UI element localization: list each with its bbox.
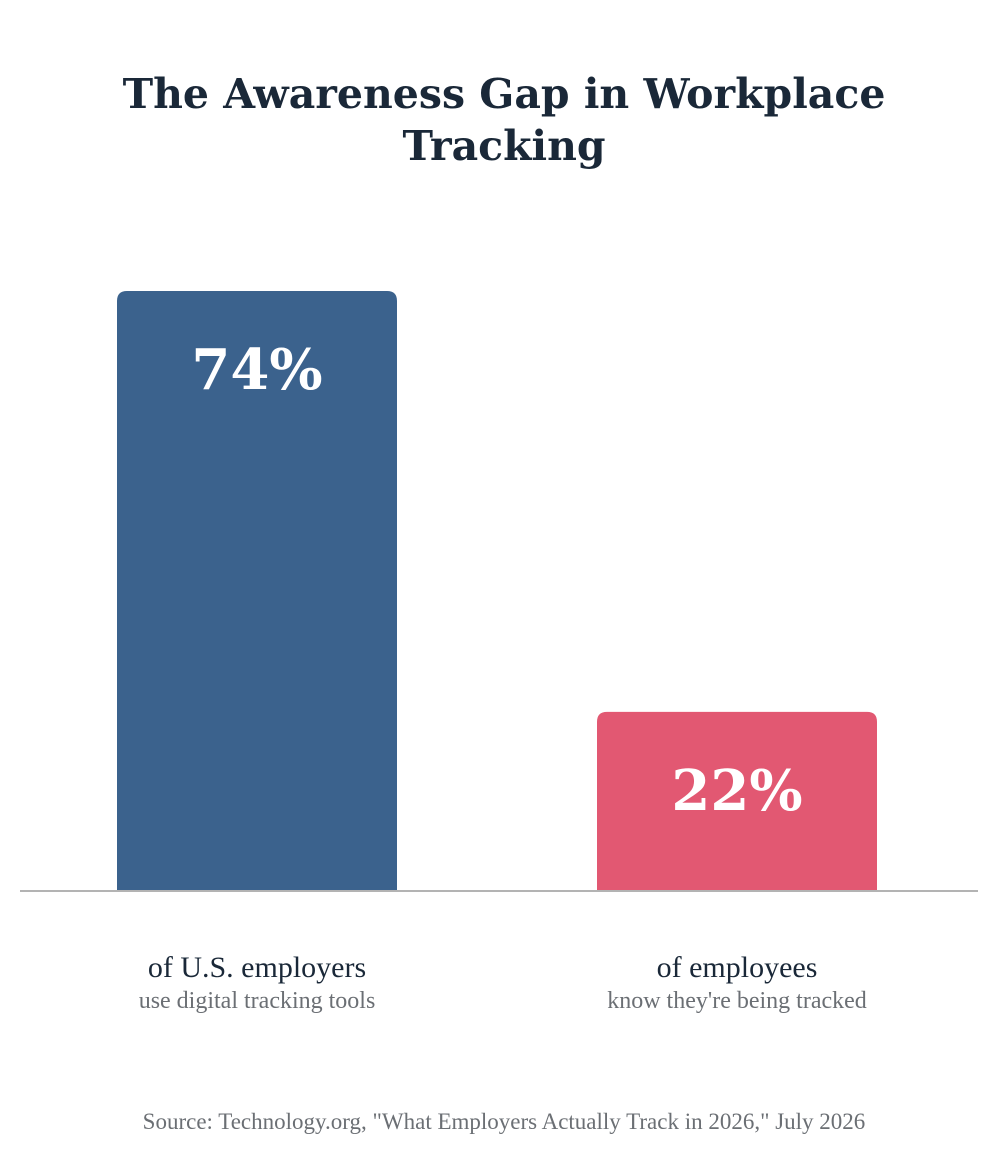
source-note: Source: Technology.org, "What Employers …: [142, 1109, 866, 1134]
bar-caption-0: of U.S. employers use digital tracking t…: [97, 950, 417, 1016]
category-subtitle-1: know they're being tracked: [607, 988, 867, 1014]
chart-title: The Awareness Gap in Workplace Tracking: [122, 70, 886, 170]
bar-value-label-1: 22%: [671, 758, 802, 824]
bar-1: [597, 711, 877, 890]
bar-value-label-0: 74%: [191, 337, 322, 403]
category-label-0: of U.S. employers: [147, 951, 367, 984]
bar-caption-1: of employees know they're being tracked: [577, 950, 897, 1016]
bar-0: [117, 291, 397, 890]
category-subtitle-0: use digital tracking tools: [138, 988, 376, 1014]
category-label-1: of employees: [656, 951, 818, 984]
